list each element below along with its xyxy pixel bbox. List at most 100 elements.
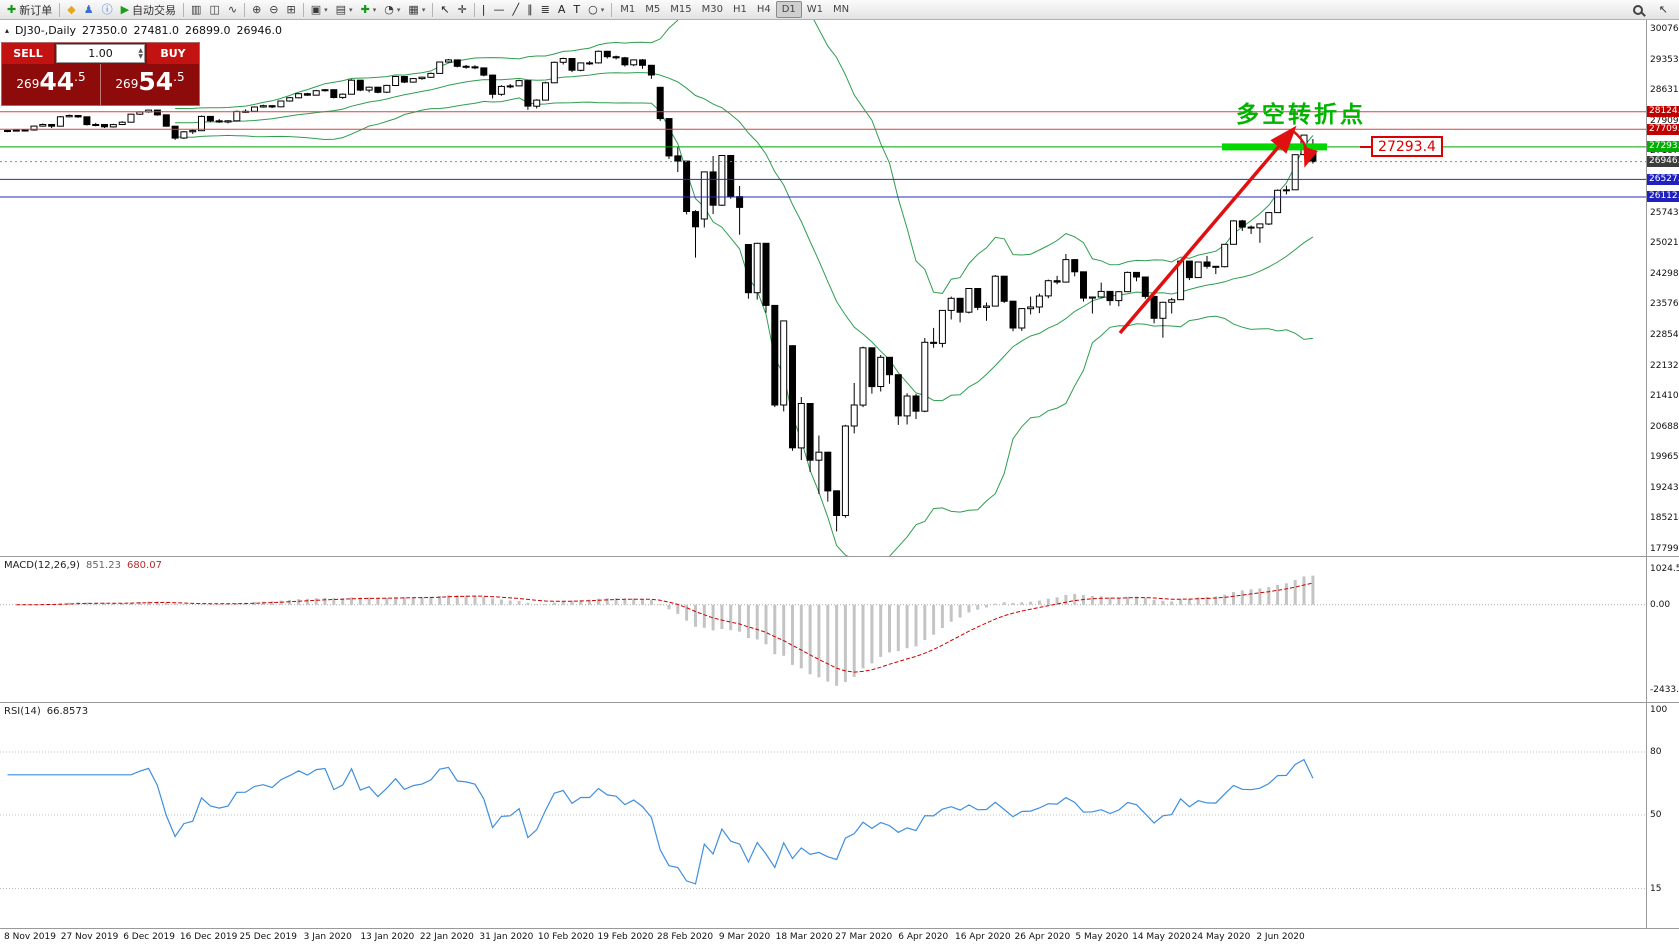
axis-tick-label: 1024.52 xyxy=(1650,564,1679,574)
stepper-down-icon[interactable]: ▼ xyxy=(138,52,143,60)
date-label: 31 Jan 2020 xyxy=(479,932,534,942)
channel-button[interactable]: ∥ xyxy=(523,1,537,18)
date-label: 5 May 2020 xyxy=(1075,932,1129,942)
new-order-label: 新订单 xyxy=(19,3,53,17)
volume-input[interactable]: 1.00 ▲ ▼ xyxy=(56,44,145,63)
tf-h4-button[interactable]: H4 xyxy=(756,4,771,15)
one-click-trading-panel: SELL 1.00 ▲ ▼ BUY 269 44.5 269 54.5 xyxy=(2,43,199,105)
tf-m1-button[interactable]: M1 xyxy=(620,4,636,15)
axis-tick-label: 50 xyxy=(1650,810,1662,820)
channel-icon: ∥ xyxy=(527,3,533,16)
axis-tick-label: 23576.7 xyxy=(1650,299,1679,309)
tf-h1-button[interactable]: H1 xyxy=(732,4,747,15)
axis-tick-label: 29353.9 xyxy=(1650,55,1679,65)
label-icon: T xyxy=(573,3,581,16)
new-chart-button[interactable]: ▣ ▾ xyxy=(307,1,332,18)
vertical-line-button[interactable]: | xyxy=(478,1,490,18)
axis-tick-label: 15 xyxy=(1650,884,1662,894)
tf-mn-button[interactable]: MN xyxy=(833,4,850,15)
templates-icon: ▦ xyxy=(408,3,419,16)
cursor-icon: ↖ xyxy=(440,3,450,16)
tile-windows-button[interactable]: ⊞ xyxy=(283,1,300,18)
line-chart-button[interactable]: ∿ xyxy=(224,1,241,18)
one-click-collapse-icon[interactable]: ▴ xyxy=(5,26,10,35)
market-button[interactable]: ◆ xyxy=(63,1,79,18)
date-label: 3 Jan 2020 xyxy=(303,932,352,942)
axis-tick-label: 17799.5 xyxy=(1650,544,1679,554)
zoom-out-button[interactable]: ⊖ xyxy=(265,1,282,18)
buy-price-button[interactable]: 269 54.5 xyxy=(101,64,199,105)
pane-separator[interactable] xyxy=(0,556,1679,557)
date-label: 2 Jun 2020 xyxy=(1256,932,1305,942)
price-digits: 54 xyxy=(138,67,174,96)
tf-m5-button[interactable]: M5 xyxy=(645,4,661,15)
close-value: 26946.0 xyxy=(236,24,283,37)
axis-tick-label: 21410.2 xyxy=(1650,391,1679,401)
symbol-period-label: DJ30-,Daily xyxy=(15,24,77,37)
pane-separator[interactable] xyxy=(0,928,1679,929)
new-order-icon: ✚ xyxy=(7,3,17,16)
dropdown-arrow-icon: ▾ xyxy=(600,5,605,14)
dropdown-arrow-icon: ▾ xyxy=(421,5,426,14)
tf-d1-button[interactable]: D1 xyxy=(775,1,802,18)
crosshair-button[interactable]: ✛ xyxy=(454,1,471,18)
tf-w1-button[interactable]: W1 xyxy=(806,4,824,15)
date-label: 26 Apr 2020 xyxy=(1014,932,1071,942)
toolbar-separator xyxy=(473,2,475,17)
pointer-button[interactable]: ↖ xyxy=(1655,1,1672,18)
bar-chart-button[interactable]: ▥ xyxy=(187,1,205,18)
sell-price-button[interactable]: 269 44.5 xyxy=(2,64,101,105)
fibonacci-button[interactable]: ≣ xyxy=(537,1,554,18)
time-axis[interactable]: 8 Nov 2019 27 Nov 2019 6 Dec 2019 16 Dec 20… xyxy=(0,929,1646,944)
sell-button[interactable]: SELL xyxy=(2,43,54,64)
trendline-button[interactable]: ╱ xyxy=(509,1,524,18)
price-line-label: 27293.4 xyxy=(1647,141,1679,152)
buy-button[interactable]: BUY xyxy=(147,43,199,64)
axis-tick-label: 18521.6 xyxy=(1650,513,1679,523)
signals-button[interactable]: ♟ xyxy=(80,1,98,18)
templates-button[interactable]: ▦ ▾ xyxy=(404,1,429,18)
text-button[interactable]: A xyxy=(554,1,570,18)
date-label: 27 Nov 2019 xyxy=(60,932,119,942)
price-digits: 44 xyxy=(39,67,75,96)
tf-m15-button[interactable]: M15 xyxy=(670,4,692,15)
volume-value: 1.00 xyxy=(88,47,113,60)
toolbar-separator xyxy=(183,2,185,17)
zoom-out-icon: ⊖ xyxy=(269,3,279,16)
price-digits: 269 xyxy=(115,77,139,91)
axis-tick-label: 22854.5 xyxy=(1650,330,1679,340)
indicators-icon: ✚ xyxy=(360,3,370,16)
symbol-info: ▴ DJ30-,Daily 27350.0 27481.0 26899.0 26… xyxy=(5,24,282,37)
candlestick-chart-button[interactable]: ◫ xyxy=(205,1,223,18)
trendline-icon: ╱ xyxy=(512,3,520,16)
periods-button[interactable]: ◔ ▾ xyxy=(380,1,404,18)
shapes-button[interactable]: ○ ▾ xyxy=(584,1,608,18)
axis-tick-label: 28631.7 xyxy=(1650,85,1679,95)
date-label: 10 Feb 2020 xyxy=(537,932,594,942)
stepper-up-icon[interactable]: ▲ xyxy=(138,46,143,54)
rsi-value: 66.8573 xyxy=(46,706,89,717)
tile-windows-icon: ⊞ xyxy=(286,3,296,16)
magnifier-button[interactable] xyxy=(1629,1,1647,18)
pane-separator[interactable] xyxy=(0,702,1679,703)
news-button[interactable]: ⓘ xyxy=(98,1,117,18)
indicators-button[interactable]: ✚ ▾ xyxy=(357,1,381,18)
axis-tick-label: 27909.6 xyxy=(1650,116,1679,126)
tf-m30-button[interactable]: M30 xyxy=(701,4,723,15)
date-label: 22 Jan 2020 xyxy=(419,932,474,942)
text-icon: A xyxy=(557,3,566,16)
cursor-button[interactable]: ↖ xyxy=(436,1,453,18)
label-button[interactable]: T xyxy=(569,1,584,18)
volume-stepper[interactable]: ▲ ▼ xyxy=(138,45,143,62)
axis-tick-label: 30076.0 xyxy=(1650,24,1679,34)
new-order-button[interactable]: ✚ 新订单 xyxy=(3,1,56,18)
horizontal-line-button[interactable]: — xyxy=(490,1,509,18)
date-label: 28 Feb 2020 xyxy=(657,932,714,942)
date-label: 6 Dec 2019 xyxy=(123,932,175,942)
toolbar-right-group: ↖ xyxy=(1629,1,1676,18)
zoom-in-button[interactable]: ⊕ xyxy=(248,1,265,18)
date-label: 14 May 2020 xyxy=(1132,932,1191,942)
profiles-button[interactable]: ▤ ▾ xyxy=(332,1,357,18)
annotation-turning-point-text: 多空转折点 xyxy=(1236,102,1366,128)
autotrading-button[interactable]: ▶ 自动交易 xyxy=(117,1,180,18)
